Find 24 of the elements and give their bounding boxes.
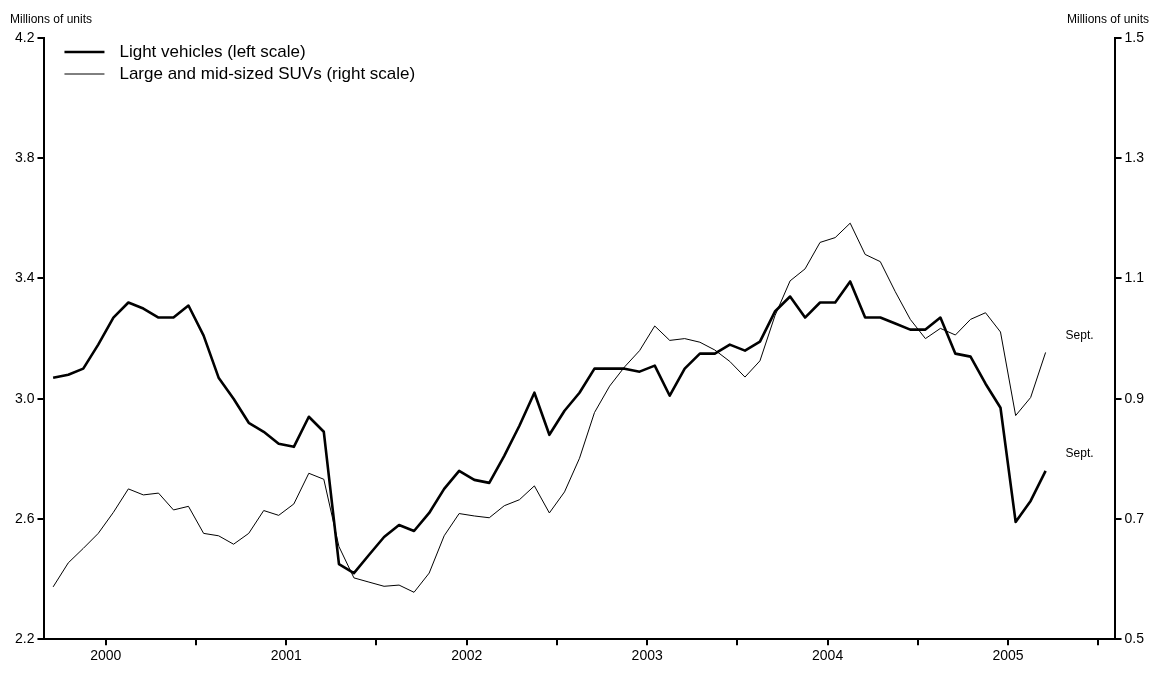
x-tick-label: 2001 (270, 647, 303, 664)
x-tick-label: 2004 (812, 647, 844, 664)
y-tick-label: 2.6 (14, 509, 35, 526)
y2-tick-label: 1.5 (1124, 28, 1145, 45)
y2-tick-label: 0.7 (1124, 509, 1145, 526)
y2-axis-title: Millions of units (1066, 12, 1149, 27)
x-tick-label: 2002 (451, 647, 483, 664)
x-tick-label: 2000 (90, 647, 122, 664)
y-tick-label: 2.2 (14, 630, 35, 647)
y2-tick-label: 0.5 (1124, 630, 1145, 647)
y-tick-label: 3.0 (14, 389, 35, 406)
legend-label: Light vehicles (left scale) (119, 41, 306, 61)
legend-label: Large and mid-sized SUVs (right scale) (119, 63, 416, 83)
y-tick-label: 4.2 (14, 28, 35, 45)
y-tick-label: 3.8 (14, 149, 35, 166)
y2-tick-label: 1.1 (1124, 269, 1145, 286)
y-tick-label: 3.4 (14, 269, 35, 286)
annotation: Sept. (1065, 327, 1094, 342)
y2-tick-label: 1.3 (1124, 149, 1145, 166)
y2-tick-label: 0.9 (1124, 389, 1145, 406)
x-tick-label: 2003 (631, 647, 663, 664)
y-axis-title: Millions of units (10, 12, 93, 27)
annotation: Sept. (1065, 446, 1094, 461)
x-tick-label: 2005 (992, 647, 1024, 664)
